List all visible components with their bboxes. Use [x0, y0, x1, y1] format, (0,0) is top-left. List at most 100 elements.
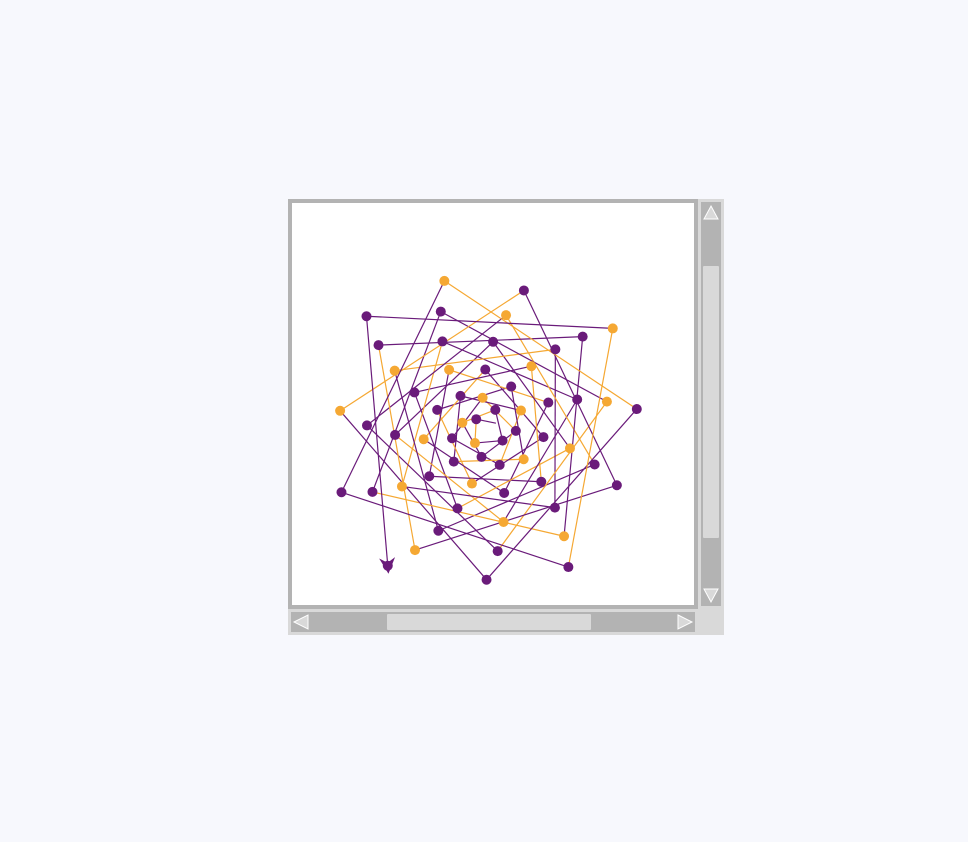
spiral-dot: [518, 454, 529, 465]
vertical-scroll-thumb[interactable]: [703, 266, 719, 538]
spiral-dot: [476, 451, 487, 462]
spiral-dot: [361, 311, 372, 322]
spiral-dot: [501, 310, 512, 321]
spiral-segment: [414, 484, 618, 551]
spiral-segment: [567, 328, 614, 568]
turtle-arrow-icon: [379, 557, 396, 574]
triangle-left-icon[interactable]: [291, 612, 311, 632]
spiral-segment: [510, 386, 525, 460]
horizontal-scroll-thumb[interactable]: [387, 614, 591, 630]
spiral-dot: [536, 476, 547, 487]
spiral-dot: [510, 425, 521, 436]
spiral-dot: [550, 344, 561, 355]
spiral-segment: [394, 434, 504, 523]
spiral-dot: [631, 404, 642, 415]
spiral-dot: [611, 480, 622, 491]
spiral-dot: [361, 420, 372, 431]
spiral-segment: [413, 392, 459, 509]
spiral-dot: [373, 340, 384, 351]
spiral-segment: [471, 436, 544, 485]
spiral-dot: [435, 306, 446, 317]
spiral-segment: [340, 280, 445, 493]
spiral-dot: [466, 478, 477, 489]
spiral-dot: [490, 404, 501, 415]
spiral-dot: [390, 429, 401, 440]
spiral-dot: [577, 331, 588, 342]
spiral-dot: [336, 487, 347, 498]
spiral-dot: [564, 443, 575, 454]
spiral-dot: [471, 414, 482, 425]
spiral-dot: [549, 502, 560, 513]
drawing-area[interactable]: [292, 203, 694, 605]
spiral-dot: [439, 275, 450, 286]
canvas-viewport: [288, 199, 698, 609]
spiral-segment: [437, 385, 512, 411]
spiral-segment: [394, 341, 494, 436]
triangle-right-icon[interactable]: [675, 612, 695, 632]
spiral-dot: [563, 562, 574, 573]
triangle-down-icon[interactable]: [701, 586, 721, 606]
spiral-segment: [453, 458, 524, 463]
spiral-dot: [455, 390, 466, 401]
spiral-dot: [506, 381, 517, 392]
spiral-segment: [436, 409, 473, 484]
spiral-segment: [339, 289, 525, 412]
spiral-dot: [444, 364, 455, 375]
spiral-dot: [437, 336, 448, 347]
spiral-segment: [486, 408, 638, 581]
spiral-dot: [572, 394, 583, 405]
vertical-scroll-track[interactable]: [701, 202, 721, 606]
spiral-dot: [396, 481, 407, 492]
spiral-dot: [432, 404, 443, 415]
spiral-dot: [418, 434, 429, 445]
spiral-segment: [372, 491, 565, 537]
spiral-dot: [457, 417, 468, 428]
spiral-segment: [503, 402, 549, 494]
scrollbar-corner: [698, 609, 724, 635]
spiral-dot: [447, 433, 458, 444]
spiral-dot: [488, 336, 499, 347]
spiral-dot: [538, 432, 549, 443]
spiral-segment: [444, 280, 638, 410]
spiral-dot: [480, 364, 491, 375]
spiral-segment: [339, 410, 487, 581]
spiral-segment: [365, 316, 389, 566]
spiral-dot: [497, 435, 508, 446]
spiral-segment: [481, 430, 517, 458]
spiral-segment: [440, 311, 608, 403]
spiral-dot: [601, 396, 612, 407]
spiral-segment: [448, 369, 549, 404]
spiral-segment: [366, 314, 507, 426]
spiral-dot: [481, 574, 492, 585]
vertical-scrollbar[interactable]: [698, 199, 724, 609]
spiral-dot: [424, 471, 435, 482]
spiral-dot: [409, 387, 420, 398]
spiral-dot: [518, 285, 529, 296]
spiral-dot: [409, 545, 420, 556]
spiral-dot: [335, 405, 346, 416]
spiral-segment: [423, 438, 505, 494]
horizontal-scrollbar[interactable]: [288, 609, 698, 635]
spiral-segment: [453, 395, 462, 462]
spiral-dot: [543, 397, 554, 408]
spiral-segment: [484, 369, 544, 438]
horizontal-scroll-track[interactable]: [291, 612, 695, 632]
spiral-dot: [499, 487, 510, 498]
spiral-dot: [433, 525, 444, 536]
spiral-segment: [423, 369, 486, 440]
spiral-segment: [414, 365, 532, 393]
spiral-dot: [589, 459, 600, 470]
triangle-up-icon[interactable]: [701, 202, 721, 222]
spiral-dot: [389, 365, 400, 376]
spiral-dot: [526, 361, 537, 372]
turtle-drawing: [335, 275, 642, 585]
spiral-dot: [516, 405, 527, 416]
spiral-segment: [457, 447, 571, 509]
spiral-segment: [563, 336, 584, 537]
spiral-dot: [498, 516, 509, 527]
spiral-segment: [377, 345, 416, 551]
spiral-segment: [523, 290, 618, 486]
spiral-dot: [452, 503, 463, 514]
spiral-segment: [341, 491, 569, 568]
spiral-segment: [492, 341, 571, 449]
